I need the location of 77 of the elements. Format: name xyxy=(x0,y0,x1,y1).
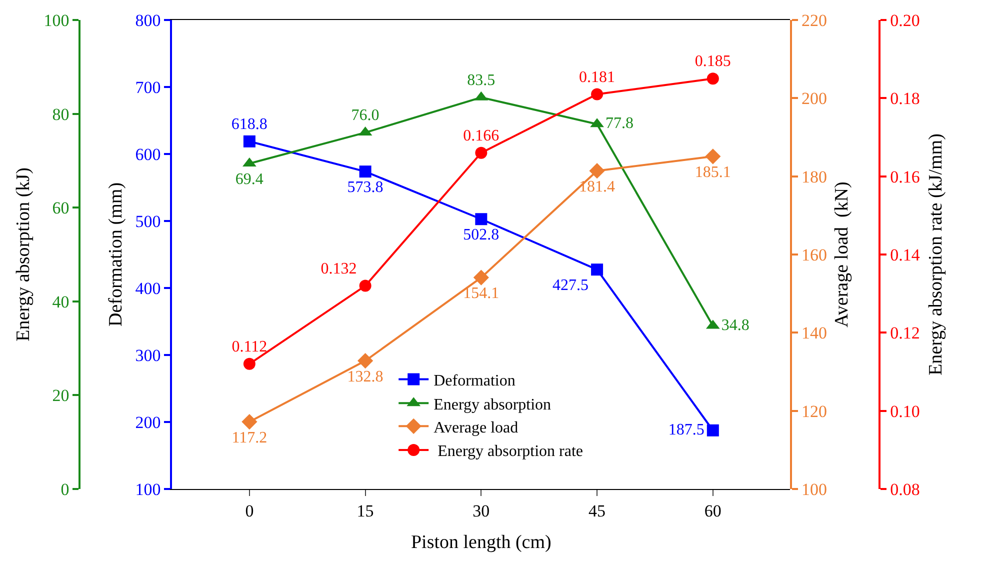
x-tick-label: 30 xyxy=(472,501,490,520)
y-tick-label: 160 xyxy=(802,245,828,264)
y2-tick-label: 0.08 xyxy=(890,480,920,499)
y2-tick-label: 0.18 xyxy=(890,89,920,108)
legend-label: Energy absorption rate xyxy=(434,443,584,460)
data-label: 0.112 xyxy=(232,338,268,356)
point xyxy=(243,358,256,370)
x-tick-label: 60 xyxy=(704,501,722,520)
y-tick-label: 800 xyxy=(135,10,161,30)
y-axis-title: Average load (kN) xyxy=(831,182,852,328)
data-label: 69.4 xyxy=(235,171,264,188)
data-label: 618.8 xyxy=(231,116,268,133)
data-label: 0.132 xyxy=(320,260,357,278)
x-axis-title: Piston length (cm) xyxy=(410,532,552,554)
y-tick-label: 180 xyxy=(802,167,828,186)
point xyxy=(706,72,719,85)
point xyxy=(358,353,374,369)
x-tick-label: 15 xyxy=(356,501,374,520)
y2-tick-label: 80 xyxy=(52,104,70,124)
point xyxy=(359,280,372,292)
y2-axis-title: Energy absorption rate (kJ/mm) xyxy=(926,134,947,376)
data-label: 0.166 xyxy=(463,127,500,144)
data-label: 181.4 xyxy=(579,178,616,196)
point xyxy=(591,88,604,100)
y-axis-title: Deformation (mm) xyxy=(106,182,127,327)
y-tick-label: 100 xyxy=(802,480,828,499)
y2-tick-label: 100 xyxy=(44,10,70,30)
y-tick-label: 140 xyxy=(802,324,828,343)
data-label: 573.8 xyxy=(347,179,384,196)
y2-tick-label: 0 xyxy=(60,480,70,499)
y-tick-label: 100 xyxy=(135,480,161,499)
y2-tick-label: 0.20 xyxy=(890,10,920,30)
legend-label: Energy absorption xyxy=(434,396,552,414)
y2-tick-label: 20 xyxy=(52,386,70,406)
data-label: 77.8 xyxy=(606,115,634,132)
y-tick-label: 400 xyxy=(135,278,161,298)
data-label: 76.0 xyxy=(351,107,380,124)
y-tick-label: 300 xyxy=(135,346,161,365)
point xyxy=(591,264,604,276)
data-label: 117.2 xyxy=(232,429,268,446)
y-tick-label: 200 xyxy=(802,89,828,108)
data-label: 0.181 xyxy=(579,68,616,86)
x-tick-label: 0 xyxy=(245,501,254,520)
point xyxy=(705,148,721,164)
data-label: 187.5 xyxy=(668,421,704,438)
y2-tick-label: 0.10 xyxy=(890,402,920,421)
point xyxy=(706,424,719,436)
data-label: 502.8 xyxy=(463,226,500,244)
y-tick-label: 500 xyxy=(135,212,161,231)
data-label: 185.1 xyxy=(694,164,731,181)
data-label: 427.5 xyxy=(552,277,589,294)
data-label: 154.1 xyxy=(463,285,500,302)
y2-tick-label: 0.12 xyxy=(890,324,920,343)
legend-label: Average load xyxy=(434,419,518,436)
data-label: 83.5 xyxy=(467,72,496,89)
y-tick-label: 700 xyxy=(135,78,161,97)
data-label: 132.8 xyxy=(347,368,384,386)
data-label: 0.185 xyxy=(694,53,731,70)
y-tick-label: 120 xyxy=(802,402,828,421)
y2-tick-label: 0.16 xyxy=(890,167,920,186)
point xyxy=(475,146,488,159)
point xyxy=(243,135,256,148)
point xyxy=(475,213,488,226)
point xyxy=(473,270,489,286)
y2-tick-label: 40 xyxy=(52,292,70,312)
point xyxy=(242,414,258,430)
y-tick-label: 600 xyxy=(135,144,161,164)
point xyxy=(589,163,605,179)
point xyxy=(359,166,372,178)
y-tick-label: 200 xyxy=(135,412,161,432)
x-tick-label: 45 xyxy=(588,501,606,520)
y2-tick-label: 0.14 xyxy=(890,245,920,264)
y2-tick-label: 60 xyxy=(52,198,70,218)
legend-label: Deformation xyxy=(434,372,516,390)
data-label: 34.8 xyxy=(721,316,750,334)
y2-axis-title: Energy absorption (kJ) xyxy=(13,168,34,342)
y-tick-label: 220 xyxy=(802,10,828,30)
